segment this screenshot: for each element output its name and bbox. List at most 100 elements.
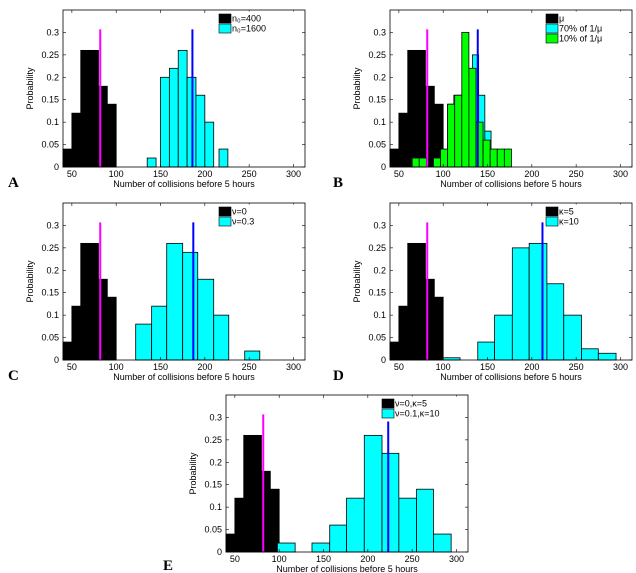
y-tick-label: 0.15 (204, 480, 222, 490)
legend-label: κ=5 (559, 207, 574, 217)
y-axis-label: Probability (352, 260, 362, 303)
bar (381, 452, 400, 553)
legend-label: κ=10 (559, 217, 579, 227)
bar (329, 524, 347, 553)
bar (151, 305, 168, 361)
x-tick-label: 150 (316, 554, 331, 564)
bar (440, 148, 449, 168)
y-tick-label: 0.15 (368, 95, 386, 105)
bar (197, 278, 215, 361)
x-tick-label: 100 (436, 169, 451, 179)
bar (146, 157, 157, 168)
bar (168, 67, 179, 168)
legend-label: ν=0 (232, 207, 247, 217)
bar (389, 341, 400, 361)
y-tick-label: 0.15 (368, 288, 386, 298)
x-tick-label: 100 (436, 362, 451, 372)
y-tick-label: 0.3 (373, 220, 386, 230)
x-axis-label: Number of collisions before 5 hours (276, 564, 418, 573)
bar (563, 314, 582, 361)
bar (528, 242, 548, 361)
x-axis-label: Number of collisions before 5 hours (440, 372, 582, 382)
bar (244, 350, 261, 361)
bar (106, 296, 117, 361)
bar (494, 314, 513, 361)
y-tick-label: 0.05 (41, 333, 59, 343)
x-tick-label: 300 (613, 169, 628, 179)
bar (496, 148, 505, 168)
panel: 50 100 150 200 250 300 0 0.05 0.1 0.15 0.2 0.25 0.3 N… (8, 202, 306, 384)
axes-box (62, 9, 306, 168)
legend-label: μ (559, 14, 564, 24)
y-tick-label: 0 (381, 162, 386, 172)
x-tick-label: 250 (569, 362, 584, 372)
x-tick-label: 200 (524, 169, 539, 179)
panel-label: A (8, 175, 19, 191)
bar (546, 283, 565, 361)
legend-swatch (218, 23, 232, 34)
bar (389, 148, 400, 168)
bar (135, 323, 153, 361)
bar (416, 242, 426, 361)
legend-swatch (545, 216, 559, 227)
y-tick-label: 0.05 (204, 525, 222, 535)
x-tick-label: 100 (109, 362, 124, 372)
x-tick-label: 50 (394, 362, 404, 372)
legend-swatch (381, 408, 395, 419)
x-tick-label: 200 (197, 362, 212, 372)
bar (71, 305, 82, 361)
bar (213, 314, 230, 361)
y-tick-label: 0 (54, 162, 59, 172)
y-tick-label: 0.05 (368, 333, 386, 343)
x-tick-label: 50 (394, 169, 404, 179)
bar (160, 76, 170, 168)
y-tick-label: 0.25 (41, 50, 59, 60)
y-tick-label: 0.25 (368, 50, 386, 60)
bar (398, 305, 409, 361)
y-tick-label: 0.3 (46, 220, 59, 230)
x-tick-label: 250 (242, 362, 257, 372)
bar (461, 32, 470, 168)
bar (204, 121, 215, 168)
bar (433, 157, 441, 168)
bar (177, 49, 188, 168)
bar (80, 242, 90, 361)
bar (346, 497, 365, 553)
legend-label: n₀=400 (232, 14, 261, 24)
x-tick-label: 300 (449, 554, 464, 564)
bar (311, 542, 331, 553)
bar (477, 341, 496, 361)
x-tick-label: 200 (360, 554, 375, 564)
legend-swatch (218, 216, 232, 227)
y-tick-label: 0.05 (368, 140, 386, 150)
legend-swatch (545, 13, 559, 24)
y-tick-label: 0.3 (46, 27, 59, 37)
x-tick-label: 50 (67, 362, 77, 372)
y-tick-label: 0.1 (373, 310, 386, 320)
bar (489, 148, 498, 168)
y-tick-label: 0.25 (368, 243, 386, 253)
y-tick-label: 0.2 (46, 265, 59, 275)
y-tick-label: 0 (54, 355, 59, 365)
bar (447, 103, 456, 168)
bar (106, 103, 117, 168)
bar (581, 348, 599, 361)
bar (363, 434, 383, 553)
x-axis-label: Number of collisions before 5 hours (113, 372, 255, 382)
x-tick-label: 300 (286, 362, 301, 372)
panel-label: C (8, 368, 19, 384)
legend-label: 70% of 1/μ (559, 24, 602, 34)
legend-swatch (545, 33, 559, 44)
y-axis-label: Probability (352, 67, 362, 110)
y-tick-label: 0.15 (41, 95, 59, 105)
bar (234, 497, 245, 553)
legend-swatch (381, 398, 395, 409)
y-tick-label: 0.05 (41, 140, 59, 150)
y-tick-label: 0.1 (46, 117, 59, 127)
x-tick-label: 300 (613, 362, 628, 372)
y-tick-label: 0.1 (373, 117, 386, 127)
y-axis-label: Probability (188, 452, 198, 495)
legend-label: 10% of 1/μ (559, 34, 602, 44)
panel: 50 100 150 200 250 300 0 0.05 0.1 0.15 0.2 0.25 0.3 N… (8, 9, 306, 191)
